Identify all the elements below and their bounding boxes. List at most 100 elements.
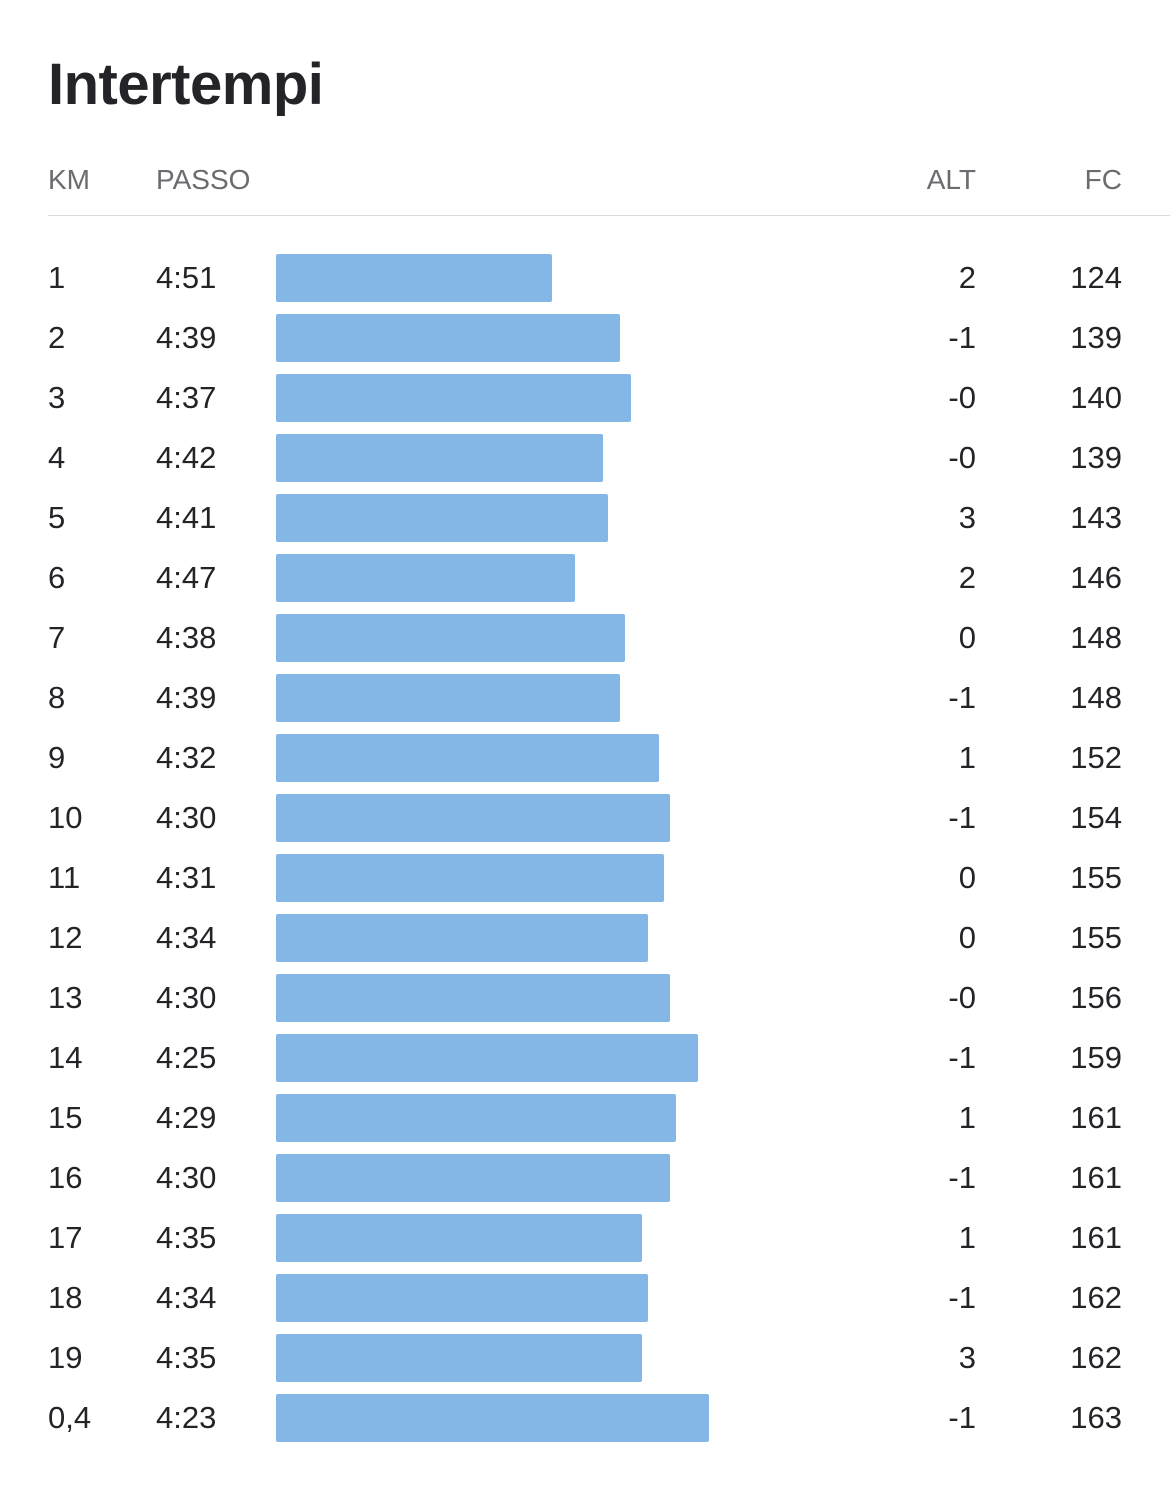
split-pace: 4:35 [156, 1220, 217, 1255]
split-row: 14 4:25 -1 159 [0, 1028, 1170, 1088]
split-km: 17 [48, 1220, 83, 1255]
pace-bar [276, 314, 620, 362]
split-pace: 4:42 [156, 440, 217, 475]
split-row: 17 4:35 1 161 [0, 1208, 1170, 1268]
split-alt: 1 [958, 1100, 976, 1135]
split-alt: -1 [948, 680, 976, 715]
split-row: 2 4:39 -1 139 [0, 308, 1170, 368]
split-km: 13 [48, 980, 83, 1015]
split-km: 2 [48, 320, 66, 355]
split-hr: 124 [1070, 260, 1122, 295]
split-pace: 4:30 [156, 980, 217, 1015]
pace-bar [276, 554, 575, 602]
split-hr: 161 [1070, 1100, 1122, 1135]
split-pace: 4:23 [156, 1400, 217, 1435]
column-header-pace: PASSO [156, 164, 251, 195]
split-km: 15 [48, 1100, 83, 1135]
split-alt: 0 [958, 620, 976, 655]
pace-bar [276, 1214, 642, 1262]
header-divider [48, 215, 1170, 216]
split-row: 7 4:38 0 148 [0, 608, 1170, 668]
split-hr: 162 [1070, 1340, 1122, 1375]
split-row: 5 4:41 3 143 [0, 488, 1170, 548]
pace-bar [276, 614, 626, 662]
split-km: 14 [48, 1040, 83, 1075]
split-alt: -0 [948, 380, 976, 415]
split-row: 13 4:30 -0 156 [0, 968, 1170, 1028]
split-pace: 4:34 [156, 920, 217, 955]
split-pace: 4:37 [156, 380, 217, 415]
split-alt: -1 [948, 800, 976, 835]
split-hr: 155 [1070, 860, 1122, 895]
split-hr: 148 [1070, 620, 1122, 655]
split-km: 5 [48, 500, 66, 535]
split-pace: 4:47 [156, 560, 217, 595]
table-header: KM PASSO ALT FC [0, 162, 1170, 198]
split-row: 12 4:34 0 155 [0, 908, 1170, 968]
split-row: 18 4:34 -1 162 [0, 1268, 1170, 1328]
split-km: 3 [48, 380, 66, 415]
split-km: 1 [48, 260, 66, 295]
column-header-km: KM [48, 164, 90, 195]
split-hr: 139 [1070, 320, 1122, 355]
split-pace: 4:39 [156, 320, 217, 355]
pace-bar [276, 494, 609, 542]
split-alt: 0 [958, 860, 976, 895]
split-alt: 3 [958, 1340, 976, 1375]
pace-bar [276, 1154, 670, 1202]
split-alt: -0 [948, 980, 976, 1015]
pace-bar [276, 674, 620, 722]
split-km: 7 [48, 620, 66, 655]
split-row: 1 4:51 2 124 [0, 248, 1170, 308]
pace-bar [276, 1334, 642, 1382]
split-row: 19 4:35 3 162 [0, 1328, 1170, 1388]
split-pace: 4:31 [156, 860, 217, 895]
split-row: 8 4:39 -1 148 [0, 668, 1170, 728]
split-pace: 4:35 [156, 1340, 217, 1375]
split-hr: 162 [1070, 1280, 1122, 1315]
pace-bar [276, 974, 670, 1022]
column-header-hr: FC [1084, 164, 1122, 195]
pace-bar [276, 854, 665, 902]
split-row: 15 4:29 1 161 [0, 1088, 1170, 1148]
split-pace: 4:29 [156, 1100, 217, 1135]
split-row: 0,4 4:23 -1 163 [0, 1388, 1170, 1448]
split-hr: 156 [1070, 980, 1122, 1015]
split-hr: 143 [1070, 500, 1122, 535]
split-alt: 1 [958, 1220, 976, 1255]
split-row: 10 4:30 -1 154 [0, 788, 1170, 848]
column-header-alt: ALT [926, 164, 976, 195]
split-hr: 140 [1070, 380, 1122, 415]
split-pace: 4:32 [156, 740, 217, 775]
split-km: 11 [48, 860, 81, 895]
split-km: 9 [48, 740, 66, 775]
pace-bar [276, 374, 631, 422]
split-hr: 148 [1070, 680, 1122, 715]
split-hr: 161 [1070, 1220, 1122, 1255]
split-row: 16 4:30 -1 161 [0, 1148, 1170, 1208]
split-alt: -0 [948, 440, 976, 475]
split-km: 19 [48, 1340, 83, 1375]
split-alt: -1 [948, 1280, 976, 1315]
split-hr: 161 [1070, 1160, 1122, 1195]
split-row: 4 4:42 -0 139 [0, 428, 1170, 488]
split-pace: 4:25 [156, 1040, 217, 1075]
split-hr: 155 [1070, 920, 1122, 955]
split-row: 3 4:37 -0 140 [0, 368, 1170, 428]
pace-bar [276, 1034, 698, 1082]
split-row: 9 4:32 1 152 [0, 728, 1170, 788]
split-hr: 159 [1070, 1040, 1122, 1075]
split-alt: 3 [958, 500, 976, 535]
split-km: 12 [48, 920, 83, 955]
split-hr: 152 [1070, 740, 1122, 775]
splits-list: 1 4:51 2 124 2 4:39 -1 139 3 4:37 -0 140 4 4:42 -0 139 5… [0, 248, 1170, 1448]
split-alt: 2 [958, 260, 976, 295]
pace-bar [276, 254, 553, 302]
split-km: 10 [48, 800, 83, 835]
split-alt: -1 [948, 1040, 976, 1075]
split-hr: 154 [1070, 800, 1122, 835]
split-pace: 4:51 [156, 260, 217, 295]
page-title: Intertempi [48, 52, 324, 117]
split-pace: 4:30 [156, 800, 217, 835]
pace-bar [276, 1274, 648, 1322]
